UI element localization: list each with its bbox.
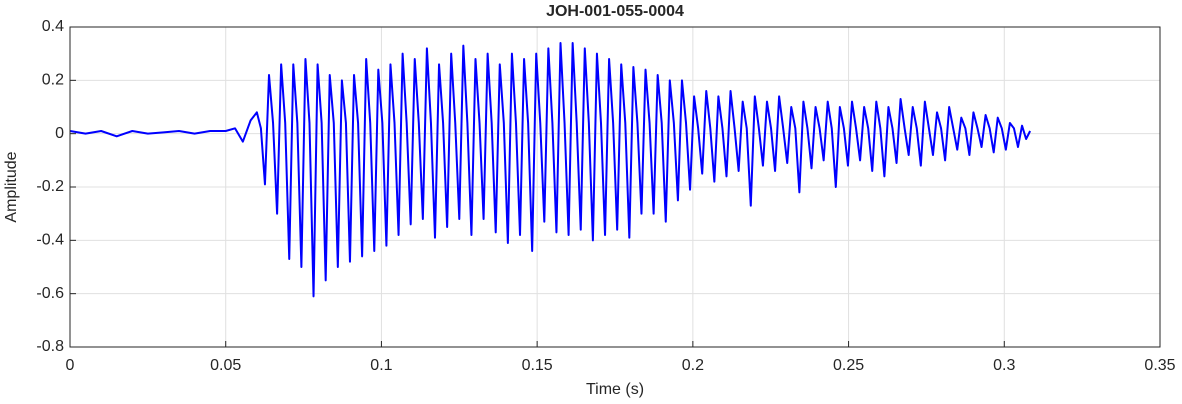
x-tick-label: 0.35 <box>1144 357 1175 374</box>
x-axis-label: Time (s) <box>586 381 644 398</box>
y-axis-label: Amplitude <box>3 151 20 222</box>
x-tick-label: 0.05 <box>210 357 241 374</box>
x-tick-label: 0.25 <box>833 357 864 374</box>
y-tick-label: 0 <box>55 125 64 142</box>
waveform-line <box>69 42 1032 298</box>
y-tick-label: 0.2 <box>42 72 64 89</box>
chart-title: JOH-001-055-0004 <box>546 3 684 20</box>
x-tick-label: 0.2 <box>682 357 704 374</box>
x-tick-label: 0.15 <box>522 357 553 374</box>
y-tick-label: -0.4 <box>36 232 64 249</box>
x-tick-label: 0 <box>66 357 75 374</box>
y-tick-label: -0.8 <box>36 338 64 355</box>
y-tick-label: 0.4 <box>42 18 64 35</box>
y-tick-label: -0.2 <box>36 178 64 195</box>
y-tick-label: -0.6 <box>36 285 64 302</box>
axes-box <box>69 26 1161 348</box>
x-tick-label: 0.3 <box>993 357 1015 374</box>
plot-area <box>69 42 1032 298</box>
x-tick-label: 0.1 <box>370 357 392 374</box>
